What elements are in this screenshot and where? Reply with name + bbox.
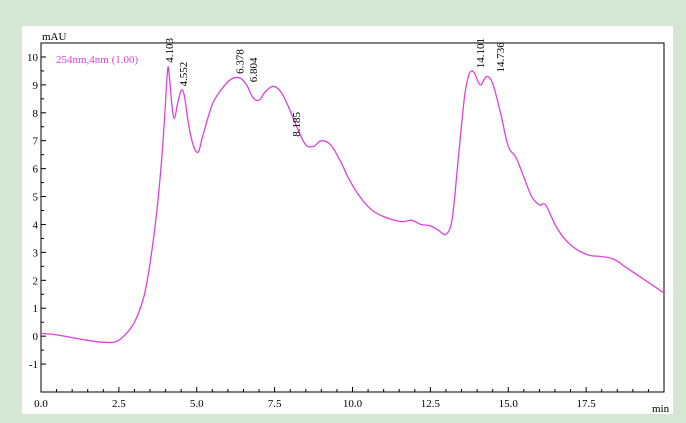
chromatogram-chart: -1 0 1 2 3 4 5 6 7 8 9 10 0.0 2.5 5.0 7.5 10.0 12.5 15.0 17… — [27, 31, 670, 414]
x-tick-label: 0.0 — [34, 398, 48, 410]
y-tick-label: 0 — [33, 331, 39, 343]
x-tick-label: 7.5 — [268, 398, 282, 410]
tick-marks: -1 0 1 2 3 4 5 6 7 8 9 10 0.0 2.5 5.0 7.5 10.0 12.5 15.0 17… — [27, 42, 649, 410]
y-axis-unit: mAU — [42, 31, 67, 43]
y-tick-label: -1 — [29, 359, 38, 371]
y-tick-label: 3 — [33, 247, 39, 259]
series-legend-label: 254nm,4nm (1.00) — [56, 54, 139, 66]
peak-label: 14.101 — [475, 38, 487, 68]
y-tick-label: 1 — [33, 303, 39, 315]
y-tick-label: 9 — [33, 80, 39, 92]
peak-label: 6.378 — [235, 49, 247, 74]
y-tick-label: 4 — [33, 219, 39, 231]
y-tick-label: 2 — [33, 275, 39, 287]
y-tick-label: 7 — [33, 136, 39, 148]
y-tick-label: 6 — [33, 164, 39, 176]
chromatogram-panel: -1 0 1 2 3 4 5 6 7 8 9 10 0.0 2.5 5.0 7.5 10.0 12.5 15.0 17… — [22, 26, 673, 414]
x-tick-label: 5.0 — [190, 398, 204, 410]
axes — [40, 42, 665, 393]
plot-border — [40, 42, 665, 393]
peak-label: 4.552 — [178, 62, 190, 87]
peak-label: 8.185 — [291, 111, 303, 136]
x-axis-unit: min — [652, 403, 670, 414]
series-line — [40, 66, 665, 344]
y-tick-label: 10 — [27, 52, 39, 64]
peak-label: 14.736 — [495, 42, 507, 73]
x-tick-label: 15.0 — [499, 398, 519, 410]
x-tick-label: 2.5 — [112, 398, 126, 410]
x-tick-label: 17.5 — [577, 398, 597, 410]
x-tick-label: 10.0 — [343, 398, 363, 410]
peak-label: 4.103 — [164, 37, 176, 62]
x-tick-label: 12.5 — [421, 398, 441, 410]
series-layer — [40, 66, 665, 344]
peak-label: 6.804 — [248, 57, 260, 82]
y-tick-label: 8 — [33, 108, 39, 120]
y-tick-label: 5 — [33, 192, 39, 204]
